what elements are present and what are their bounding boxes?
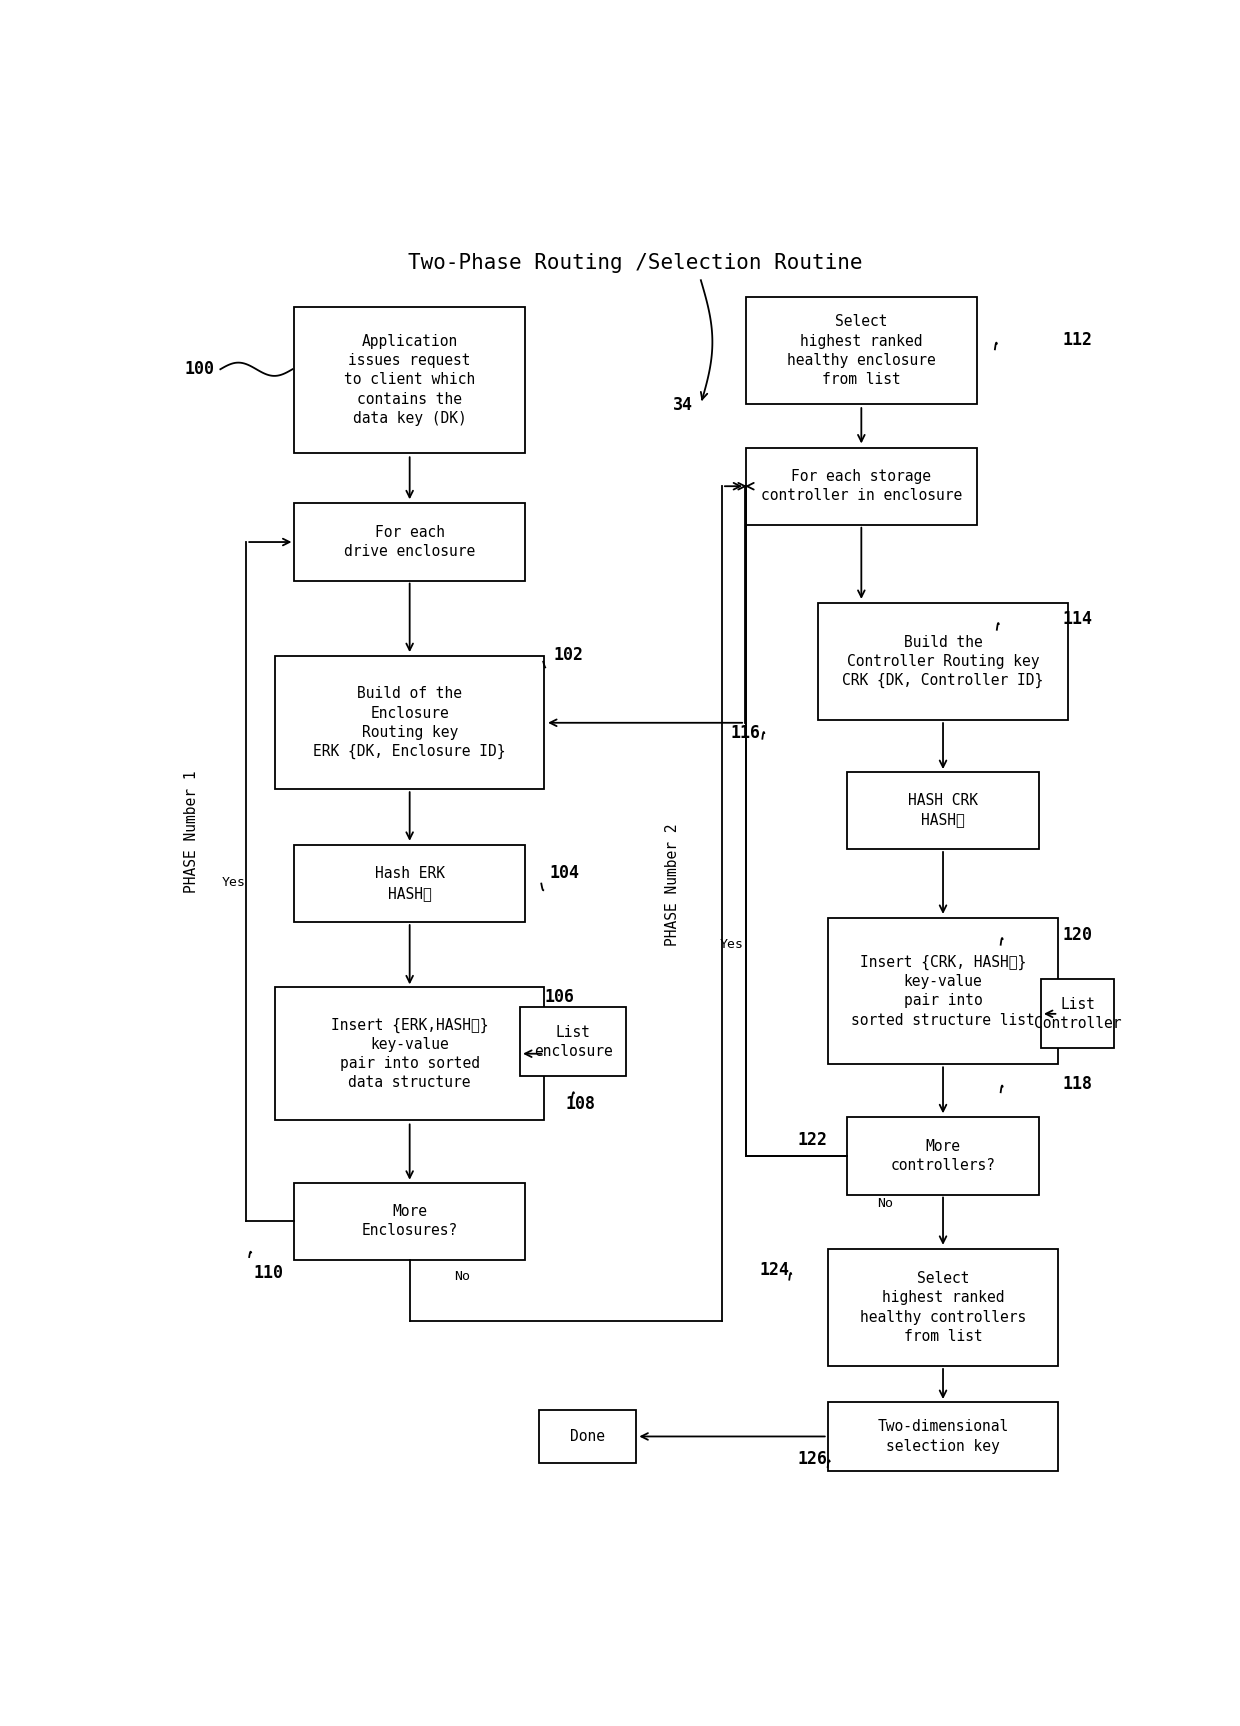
Text: Yes: Yes xyxy=(719,939,744,951)
FancyBboxPatch shape xyxy=(847,1117,1039,1194)
FancyBboxPatch shape xyxy=(828,1402,1058,1471)
Text: Done: Done xyxy=(570,1429,605,1445)
Text: 108: 108 xyxy=(565,1096,595,1113)
FancyBboxPatch shape xyxy=(818,602,1068,720)
Text: Insert {CRK, HASHᴄ}
key-value
pair into
sorted structure list: Insert {CRK, HASHᴄ} key-value pair into … xyxy=(851,954,1035,1027)
FancyBboxPatch shape xyxy=(539,1410,635,1464)
FancyBboxPatch shape xyxy=(275,656,544,789)
FancyBboxPatch shape xyxy=(746,447,977,525)
Text: 106: 106 xyxy=(544,987,574,1006)
Text: 124: 124 xyxy=(759,1262,789,1279)
Text: Two-dimensional
selection key: Two-dimensional selection key xyxy=(878,1419,1008,1453)
Text: HASH CRK
HASHᴄ: HASH CRK HASHᴄ xyxy=(908,794,978,827)
FancyBboxPatch shape xyxy=(746,297,977,404)
Text: Build of the
Enclosure
Routing key
ERK {DK, Enclosure ID}: Build of the Enclosure Routing key ERK {… xyxy=(314,687,506,759)
Text: 102: 102 xyxy=(554,646,584,665)
Text: For each
drive enclosure: For each drive enclosure xyxy=(343,525,475,559)
FancyBboxPatch shape xyxy=(828,918,1058,1065)
FancyBboxPatch shape xyxy=(294,307,525,452)
Text: Insert {ERK,HASHᴇ}
key-value
pair into sorted
data structure: Insert {ERK,HASHᴇ} key-value pair into s… xyxy=(331,1017,489,1091)
FancyBboxPatch shape xyxy=(1042,979,1114,1048)
FancyBboxPatch shape xyxy=(294,846,525,922)
Text: 116: 116 xyxy=(730,725,760,742)
FancyBboxPatch shape xyxy=(828,1250,1058,1365)
Text: For each storage
controller in enclosure: For each storage controller in enclosure xyxy=(760,469,962,504)
Text: Select
highest ranked
healthy enclosure
from list: Select highest ranked healthy enclosure … xyxy=(787,314,936,387)
FancyBboxPatch shape xyxy=(294,504,525,580)
Text: 104: 104 xyxy=(549,865,579,882)
Text: 122: 122 xyxy=(797,1131,828,1150)
Text: 114: 114 xyxy=(1063,609,1092,628)
FancyBboxPatch shape xyxy=(294,1182,525,1260)
Text: Build the
Controller Routing key
CRK {DK, Controller ID}: Build the Controller Routing key CRK {DK… xyxy=(842,635,1044,689)
Text: No: No xyxy=(455,1270,470,1284)
FancyBboxPatch shape xyxy=(521,1008,626,1077)
Text: 120: 120 xyxy=(1063,927,1092,944)
Text: No: No xyxy=(878,1198,893,1210)
Text: 118: 118 xyxy=(1063,1075,1092,1093)
Text: Application
issues request
to client which
contains the
data key (DK): Application issues request to client whi… xyxy=(343,335,475,426)
Text: List
enclosure: List enclosure xyxy=(533,1025,613,1058)
Text: Hash ERK
HASHᴇ: Hash ERK HASHᴇ xyxy=(374,866,445,901)
Text: 34: 34 xyxy=(673,397,693,414)
Text: Two-Phase Routing /Selection Routine: Two-Phase Routing /Selection Routine xyxy=(408,254,863,273)
Text: 100: 100 xyxy=(185,361,215,378)
Text: 112: 112 xyxy=(1063,331,1092,349)
FancyBboxPatch shape xyxy=(847,772,1039,849)
Text: PHASE Number 1: PHASE Number 1 xyxy=(184,770,198,892)
Text: More
controllers?: More controllers? xyxy=(890,1139,996,1174)
Text: 126: 126 xyxy=(797,1450,828,1469)
Text: Select
highest ranked
healthy controllers
from list: Select highest ranked healthy controller… xyxy=(859,1272,1027,1345)
Text: More
Enclosures?: More Enclosures? xyxy=(362,1205,458,1238)
Text: Yes: Yes xyxy=(222,875,246,889)
Text: List
Controller: List Controller xyxy=(1034,996,1121,1030)
FancyBboxPatch shape xyxy=(275,987,544,1120)
Text: PHASE Number 2: PHASE Number 2 xyxy=(665,823,680,946)
Text: 110: 110 xyxy=(253,1263,283,1282)
